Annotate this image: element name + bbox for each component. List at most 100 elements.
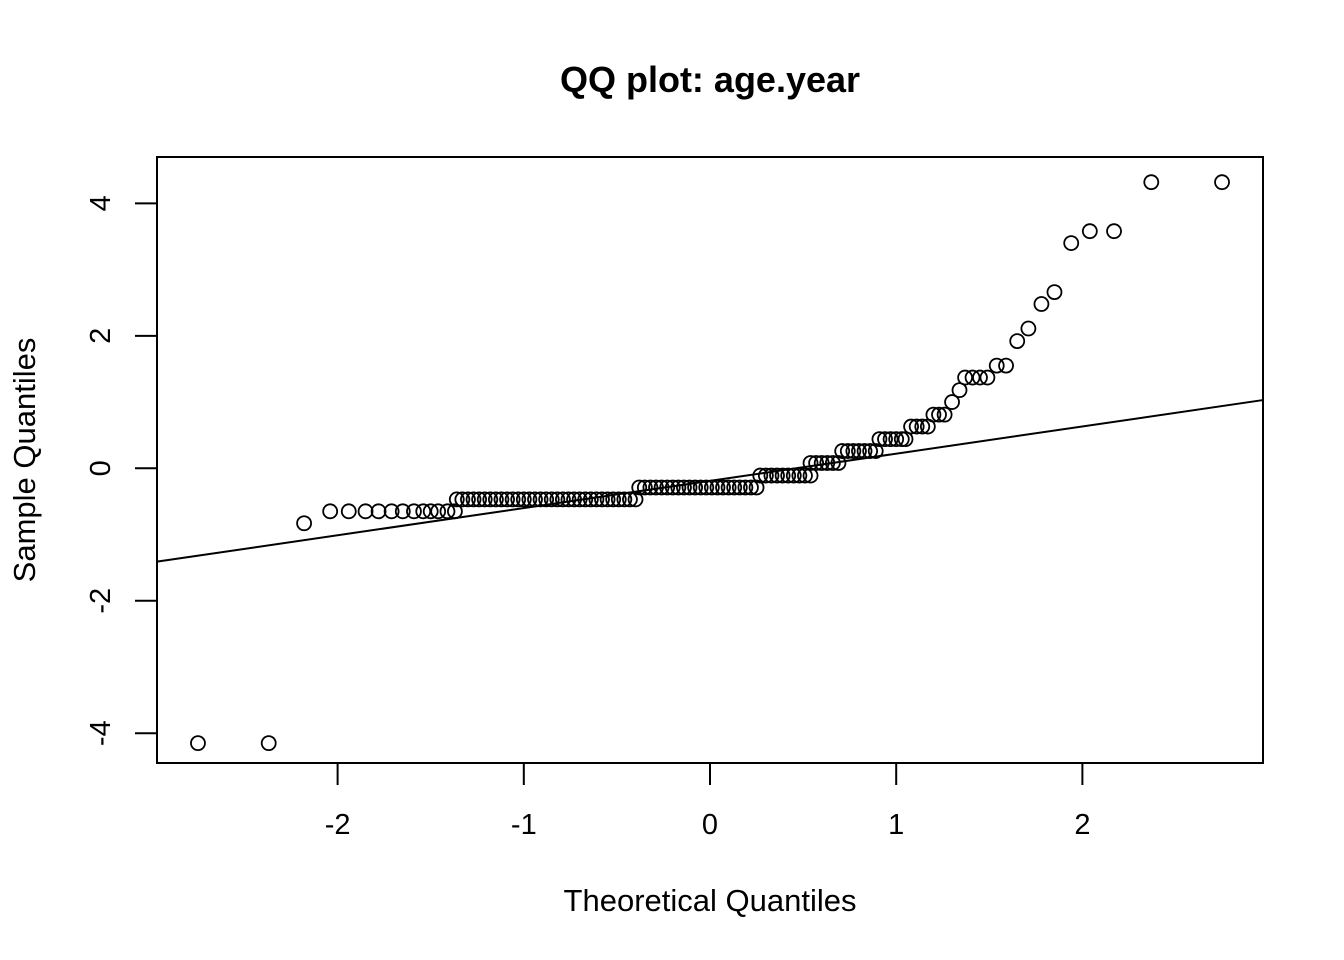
- data-point: [726, 479, 743, 496]
- data-point: [819, 455, 836, 471]
- data-point: [664, 479, 681, 496]
- data-point: [715, 479, 731, 496]
- data-point: [676, 479, 692, 496]
- y-axis: -4 -2 0 2 4: [85, 195, 158, 746]
- data-point: [610, 491, 627, 508]
- data-point: [527, 491, 543, 508]
- y-tick-label: -4: [85, 720, 117, 746]
- data-point: [493, 491, 510, 508]
- y-axis-label: Sample Quantiles: [7, 338, 42, 583]
- data-point: [1020, 320, 1037, 337]
- data-point: [703, 479, 720, 496]
- data-point: [692, 479, 709, 496]
- data-point: [931, 406, 947, 423]
- data-point: [296, 515, 312, 532]
- data-point: [482, 491, 499, 508]
- data-point: [430, 503, 447, 520]
- data-point: [487, 491, 504, 508]
- x-axis-label: Theoretical Quantiles: [564, 883, 857, 918]
- data-point: [731, 479, 748, 496]
- data-point: [743, 479, 759, 496]
- x-axis: -2 -1 0 1 2: [325, 762, 1090, 841]
- data-point: [383, 503, 400, 520]
- data-point: [588, 491, 605, 508]
- data-point: [622, 491, 638, 508]
- data-point: [190, 735, 206, 752]
- data-point: [394, 503, 411, 520]
- data-point: [802, 455, 819, 471]
- data-point: [653, 479, 670, 496]
- data-point: [499, 491, 515, 508]
- data-point: [1009, 333, 1026, 350]
- data-point: [357, 503, 374, 520]
- data-point: [406, 503, 422, 520]
- data-point: [856, 443, 873, 459]
- data-point: [808, 455, 825, 471]
- x-tick-label: 0: [702, 809, 718, 841]
- data-point: [260, 735, 277, 752]
- data-point: [791, 467, 808, 484]
- data-point: [504, 491, 521, 508]
- data-point: [851, 443, 867, 459]
- data-point: [1081, 223, 1098, 240]
- data-point: [925, 406, 942, 423]
- data-point: [460, 491, 476, 508]
- data-point: [698, 479, 715, 496]
- data-point: [763, 467, 780, 484]
- data-point: [774, 467, 791, 484]
- data-point: [465, 491, 482, 508]
- x-tick-label: 2: [1074, 809, 1090, 841]
- data-point: [862, 443, 879, 459]
- data-point: [532, 491, 549, 508]
- data-point: [972, 369, 988, 386]
- data-point: [582, 491, 599, 508]
- data-point: [555, 491, 571, 508]
- data-point: [448, 491, 465, 508]
- data-point: [605, 491, 622, 508]
- data-point: [631, 479, 648, 496]
- data-point: [888, 431, 905, 448]
- data-point: [422, 503, 439, 520]
- data-point: [476, 491, 493, 508]
- data-point: [538, 491, 555, 508]
- data-point: [447, 503, 463, 520]
- data-point: [636, 479, 653, 496]
- data-point: [549, 491, 566, 508]
- data-point: [979, 369, 996, 386]
- data-point: [908, 418, 925, 435]
- data-point: [1106, 223, 1122, 240]
- y-tick-label: 4: [85, 195, 117, 211]
- points-group: [190, 174, 1230, 752]
- data-point: [737, 479, 754, 496]
- data-point: [877, 431, 893, 448]
- data-point: [616, 491, 633, 508]
- data-point: [594, 491, 610, 508]
- data-point: [340, 503, 357, 520]
- data-point: [439, 503, 456, 520]
- data-point: [659, 479, 676, 496]
- data-point: [370, 503, 387, 520]
- data-point: [566, 491, 582, 508]
- data-point: [893, 431, 910, 448]
- data-point: [599, 491, 616, 508]
- x-tick-label: -1: [511, 809, 537, 841]
- data-point: [648, 479, 664, 496]
- data-point: [471, 491, 488, 508]
- data-point: [454, 491, 471, 508]
- data-point: [642, 479, 659, 496]
- y-tick-label: 2: [85, 328, 117, 344]
- data-point: [543, 491, 560, 508]
- data-point: [988, 357, 1005, 374]
- data-point: [1046, 284, 1063, 301]
- data-point: [903, 418, 919, 435]
- data-point: [681, 479, 698, 496]
- data-point: [785, 467, 802, 484]
- data-point: [780, 467, 797, 484]
- data-point: [322, 503, 339, 520]
- data-point: [1033, 296, 1050, 312]
- data-point: [1143, 174, 1160, 191]
- data-point: [709, 479, 726, 496]
- data-point: [510, 491, 527, 508]
- data-point: [560, 491, 577, 508]
